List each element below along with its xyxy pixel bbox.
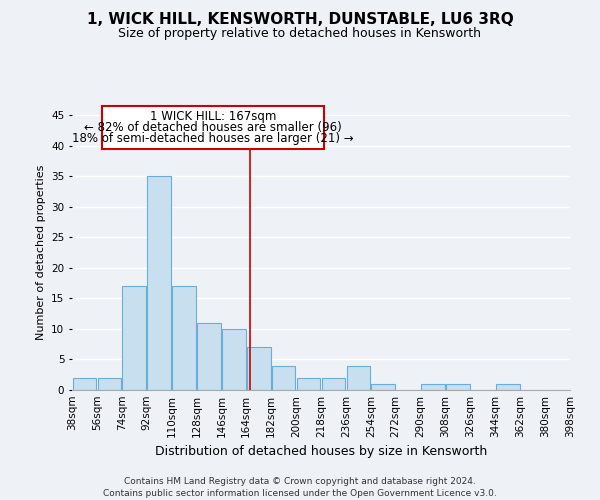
Bar [347,366,370,390]
Y-axis label: Number of detached properties: Number of detached properties [35,165,46,340]
Bar [122,286,146,390]
FancyBboxPatch shape [103,106,324,148]
Bar [446,384,470,390]
Bar [197,323,221,390]
Text: ← 82% of detached houses are smaller (96): ← 82% of detached houses are smaller (96… [84,121,342,134]
Text: 18% of semi-detached houses are larger (21) →: 18% of semi-detached houses are larger (… [72,132,354,145]
Bar [297,378,320,390]
Bar [172,286,196,390]
Text: 1 WICK HILL: 167sqm: 1 WICK HILL: 167sqm [150,110,276,123]
Bar [73,378,96,390]
Text: Contains HM Land Registry data © Crown copyright and database right 2024.: Contains HM Land Registry data © Crown c… [124,478,476,486]
Bar [421,384,445,390]
Bar [272,366,295,390]
Bar [148,176,171,390]
Text: 1, WICK HILL, KENSWORTH, DUNSTABLE, LU6 3RQ: 1, WICK HILL, KENSWORTH, DUNSTABLE, LU6 … [86,12,514,28]
X-axis label: Distribution of detached houses by size in Kensworth: Distribution of detached houses by size … [155,446,487,458]
Bar [98,378,121,390]
Bar [322,378,345,390]
Text: Size of property relative to detached houses in Kensworth: Size of property relative to detached ho… [119,28,482,40]
Bar [371,384,395,390]
Bar [222,329,245,390]
Bar [496,384,520,390]
Bar [247,347,271,390]
Text: Contains public sector information licensed under the Open Government Licence v3: Contains public sector information licen… [103,489,497,498]
